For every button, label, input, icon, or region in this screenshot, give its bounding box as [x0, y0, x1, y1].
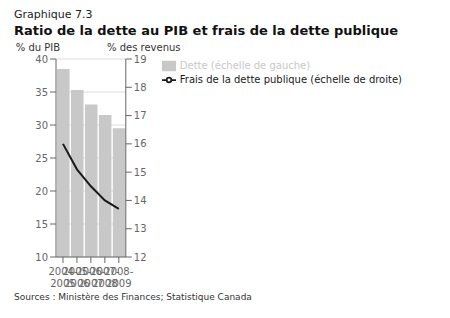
svg-text:10: 10 — [35, 252, 48, 263]
svg-text:14: 14 — [134, 195, 147, 206]
svg-text:16: 16 — [134, 138, 147, 149]
svg-text:% des revenus: % des revenus — [107, 42, 181, 53]
svg-text:40: 40 — [35, 54, 48, 65]
svg-text:35: 35 — [35, 87, 48, 98]
svg-text:15: 15 — [134, 167, 147, 178]
svg-text:17: 17 — [134, 110, 147, 121]
svg-text:13: 13 — [134, 223, 147, 234]
svg-text:2008-2009: 2008-2009 — [104, 266, 133, 289]
svg-text:% du PIB: % du PIB — [16, 42, 61, 53]
svg-text:30: 30 — [35, 120, 48, 131]
svg-text:20: 20 — [35, 186, 48, 197]
svg-text:15: 15 — [35, 219, 48, 230]
svg-text:18: 18 — [134, 82, 147, 93]
svg-text:19: 19 — [134, 54, 147, 65]
svg-text:25: 25 — [35, 153, 48, 164]
svg-text:12: 12 — [134, 252, 147, 263]
